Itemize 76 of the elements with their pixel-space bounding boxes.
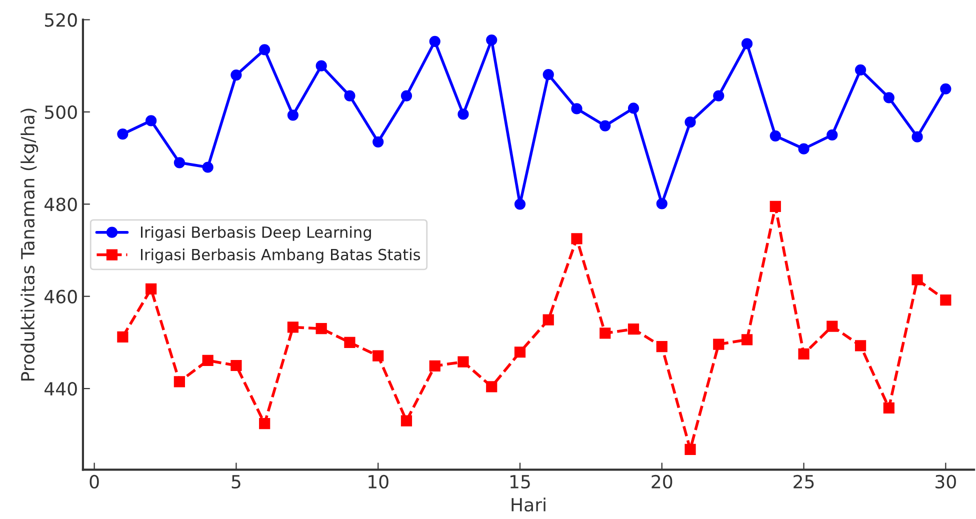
point: [117, 331, 128, 342]
point: [600, 328, 611, 339]
point: [656, 341, 668, 352]
point: [230, 360, 242, 372]
point: [571, 233, 582, 244]
x-tick-label: 0: [90, 474, 99, 489]
y-tick-label: 460: [44, 290, 77, 304]
point: [458, 356, 469, 368]
point: [854, 340, 866, 352]
point: [713, 90, 724, 102]
x-tick-label: 5: [232, 475, 240, 489]
legend-label: Irigasi Berbasis Deep Learning: [140, 226, 371, 241]
point: [542, 314, 554, 326]
point: [372, 350, 384, 362]
point: [514, 346, 526, 358]
point: [429, 36, 440, 47]
point: [656, 198, 668, 210]
point: [202, 354, 214, 366]
point: [316, 323, 327, 334]
point: [713, 338, 724, 350]
x-tick-label: 25: [794, 474, 814, 489]
point: [400, 415, 412, 426]
x-tick-label: 20: [652, 474, 672, 489]
y-tick-label: 480: [44, 198, 77, 212]
point: [429, 360, 440, 372]
point: [770, 200, 781, 212]
point: [883, 402, 894, 414]
point: [486, 381, 498, 392]
point: [798, 348, 810, 360]
x-tick-label: 30: [936, 474, 956, 489]
point: [344, 336, 356, 348]
point: [741, 334, 753, 346]
point: [770, 130, 781, 142]
point: [259, 418, 270, 430]
y-axis-title: Produktivitas Tanaman (kg/ha): [20, 108, 38, 380]
point: [826, 320, 838, 332]
point: [174, 376, 186, 388]
y-tick-label: 520: [45, 13, 77, 27]
point: [571, 103, 582, 114]
x-tick-label: 15: [510, 475, 530, 489]
point: [684, 444, 696, 455]
x-tick-label: 10: [368, 474, 388, 489]
point: [287, 110, 299, 121]
point: [486, 34, 498, 46]
point: [600, 120, 611, 132]
point: [146, 283, 157, 295]
point: [741, 38, 753, 50]
legend-label: Irigasi Berbasis Ambang Batas Statis: [140, 248, 420, 264]
point: [912, 131, 923, 142]
point: [316, 60, 327, 72]
x-axis-title: Hari: [512, 498, 546, 512]
point: [542, 69, 554, 80]
point: [230, 69, 242, 81]
point: [912, 274, 923, 286]
point: [372, 136, 384, 148]
point: [458, 108, 469, 120]
point: [146, 115, 157, 126]
point: [628, 324, 640, 335]
point: [344, 90, 356, 102]
point: [287, 322, 299, 333]
point: [854, 64, 866, 76]
point: [628, 102, 640, 114]
point: [174, 157, 186, 168]
point: [514, 198, 526, 210]
point: [259, 44, 270, 56]
point: [940, 83, 952, 94]
point: [202, 162, 214, 173]
point: [400, 90, 412, 102]
point: [684, 116, 696, 128]
point: [798, 143, 810, 154]
y-tick-label: 500: [45, 105, 77, 120]
point: [883, 92, 894, 104]
y-tick-label: 440: [44, 382, 77, 396]
point: [117, 128, 128, 140]
point: [826, 129, 838, 141]
point: [940, 294, 952, 306]
